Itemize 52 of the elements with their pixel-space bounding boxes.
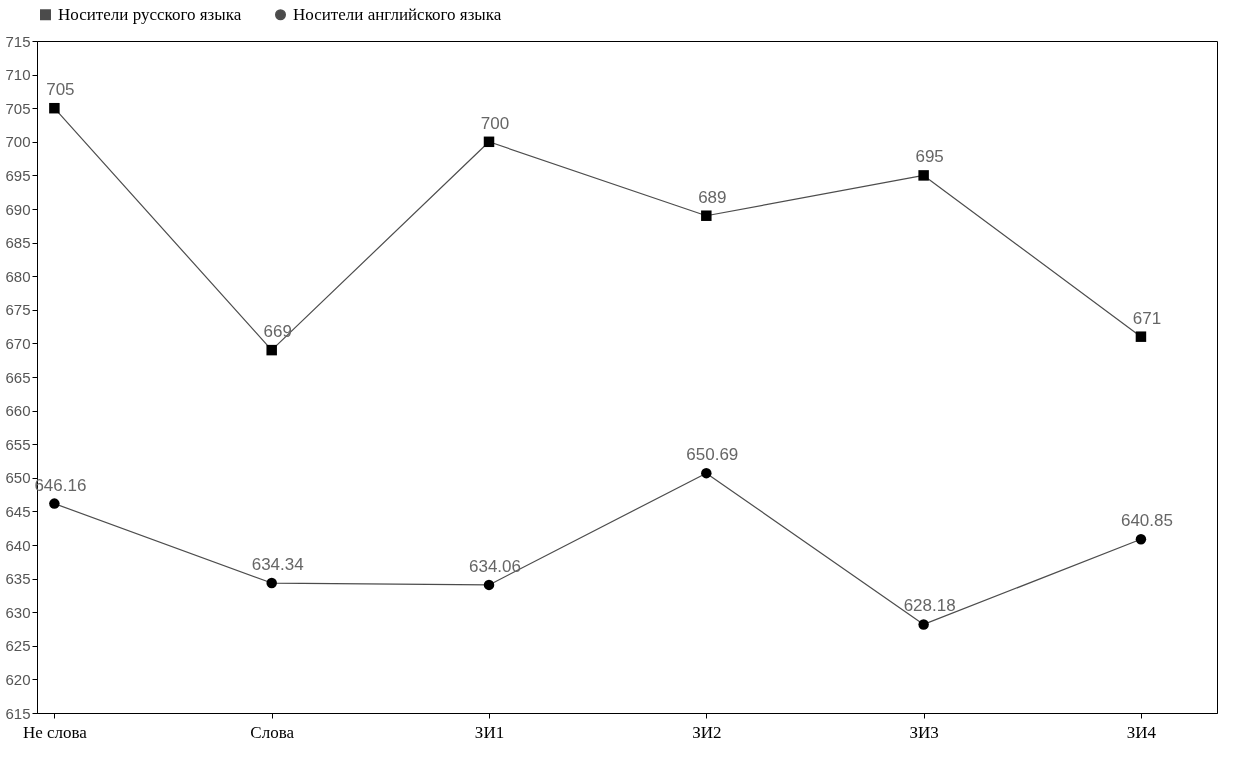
y-tick-label: 675 xyxy=(5,301,31,319)
point xyxy=(266,577,277,589)
data-label: 650.69 xyxy=(686,445,739,465)
legend-label: Носители английского языка xyxy=(293,4,502,24)
data-label: 628.18 xyxy=(903,596,956,616)
data-label: 700 xyxy=(480,113,510,133)
y-tick-label: 665 xyxy=(5,368,31,386)
data-label: 705 xyxy=(46,80,75,100)
point xyxy=(701,467,712,479)
point xyxy=(701,210,712,221)
x-tick-label: Не слова xyxy=(22,722,88,742)
y-tick-label: 670 xyxy=(5,334,31,352)
point xyxy=(1135,331,1147,342)
point xyxy=(49,498,60,509)
y-tick-label: 625 xyxy=(5,637,31,655)
point xyxy=(266,344,277,356)
point xyxy=(49,102,60,114)
x-tick-label: Слова xyxy=(250,722,295,742)
data-label: 634.34 xyxy=(251,555,304,575)
y-tick-label: 710 xyxy=(5,66,31,84)
y-tick-label: 690 xyxy=(5,200,31,218)
data-label: 671 xyxy=(1132,308,1162,328)
y-tick-label: 630 xyxy=(5,603,31,621)
point xyxy=(1135,534,1147,545)
y-tick-label: 660 xyxy=(5,402,31,420)
y-tick-label: 615 xyxy=(5,704,31,722)
y-tick-label: 640 xyxy=(5,536,31,554)
y-tick-label: 645 xyxy=(5,502,31,520)
data-label: 634.06 xyxy=(469,556,522,576)
data-label: 669 xyxy=(263,322,292,342)
y-tick-label: 715 xyxy=(5,32,31,50)
y-tick-label: 685 xyxy=(5,234,31,252)
data-label: 640.85 xyxy=(1120,511,1173,531)
x-tick-label: ЗИ4 xyxy=(1126,722,1157,742)
y-tick-label: 695 xyxy=(5,166,31,184)
point xyxy=(918,170,929,181)
point xyxy=(483,579,495,591)
y-tick-label: 635 xyxy=(5,570,31,588)
y-tick-label: 650 xyxy=(5,469,31,487)
legend-label: Носители русского языка xyxy=(58,4,242,24)
y-tick-label: 700 xyxy=(5,133,31,151)
data-label: 689 xyxy=(698,187,727,207)
y-tick-label: 655 xyxy=(5,435,31,453)
y-tick-label: 680 xyxy=(5,267,31,285)
y-tick-label: 705 xyxy=(5,99,31,117)
x-tick-label: ЗИ3 xyxy=(909,722,939,742)
x-tick-label: ЗИ2 xyxy=(692,722,722,742)
point xyxy=(483,136,495,148)
data-label: 695 xyxy=(915,147,944,167)
y-tick-label: 620 xyxy=(5,670,31,688)
point xyxy=(918,619,929,630)
x-tick-label: ЗИ1 xyxy=(474,722,505,742)
